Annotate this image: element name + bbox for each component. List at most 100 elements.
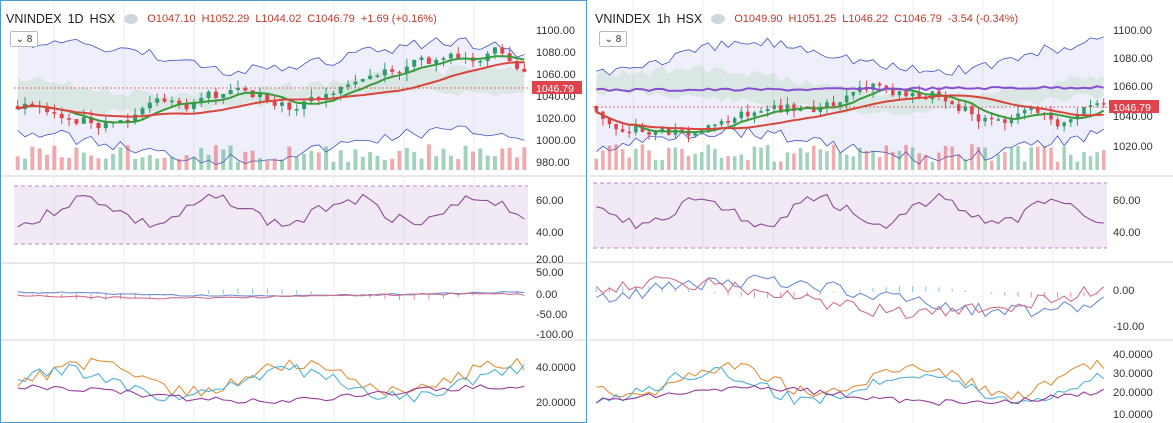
volume-bar: [338, 150, 343, 170]
moving-average-long: [596, 85, 1104, 93]
moving-average-fast: [595, 87, 1105, 134]
candle-body: [302, 101, 307, 110]
hourly-chart-canvas[interactable]: 1100.00 1080.00 1060.00 1040.00 1020.00 1046.…: [589, 0, 1173, 423]
macd-axis-tick: -50.00: [536, 309, 567, 321]
volume-bar: [772, 161, 776, 170]
volume-bar: [660, 160, 664, 170]
candle-body: [614, 124, 618, 130]
indicators-collapse-button[interactable]: ⌄ 8: [10, 31, 38, 47]
candle-body: [360, 79, 365, 82]
volume-bar: [812, 145, 816, 170]
daily-chart-header: VNINDEX 1D HSX O1047.10 H1052.29 L1044.0…: [6, 12, 437, 26]
candle-body: [390, 69, 395, 72]
volume-bar: [235, 161, 240, 170]
volume-bar: [404, 147, 409, 170]
macd-line: [596, 274, 1105, 318]
candle-body: [404, 66, 409, 74]
chart-panel-daily[interactable]: 1100.00 1080.00 1060.00 1040.00 1020.00 1000.…: [0, 0, 587, 423]
candle-body: [177, 100, 182, 105]
volume-bar: [140, 157, 145, 170]
volume-bar: [904, 145, 908, 170]
candle-body: [382, 69, 387, 76]
candle-body: [324, 94, 329, 100]
interval-label[interactable]: 1D: [67, 12, 84, 26]
volume-bar: [713, 148, 717, 170]
last-price-tag: [532, 81, 582, 94]
volume-bar: [607, 145, 612, 170]
volume-bar: [250, 150, 255, 170]
candle-body: [199, 97, 204, 104]
volume-bar: [680, 148, 684, 170]
volume-bar: [792, 153, 796, 170]
last-price-tag-label: 1046.79: [1113, 102, 1151, 114]
candle-body: [1075, 114, 1080, 120]
moving-average-fast: [17, 55, 525, 124]
candle-body: [831, 102, 836, 107]
rsi-axis-tick: 20.00: [536, 254, 564, 266]
bollinger-upper: [596, 36, 1104, 76]
visibility-eye-icon[interactable]: [711, 14, 726, 24]
candle-body: [680, 129, 684, 132]
interval-label[interactable]: 1h: [656, 12, 671, 26]
candle-body: [1003, 119, 1007, 124]
chart-panel-hourly[interactable]: 1100.00 1080.00 1060.00 1040.00 1020.00 1046.…: [589, 0, 1173, 423]
candle-body: [155, 98, 160, 103]
candle-body: [162, 98, 167, 102]
volume-bar: [265, 160, 270, 170]
volume-bar: [785, 152, 790, 170]
candle-body: [59, 113, 64, 119]
dmi-axis-tick: 10.0000: [1113, 409, 1153, 421]
candle-body: [904, 91, 908, 97]
volume-bar: [667, 147, 671, 170]
candle-body: [779, 105, 783, 113]
candle-body: [368, 75, 373, 80]
volume-bar: [331, 161, 336, 170]
price-axis-tick: 1060.00: [536, 69, 576, 81]
symbol-label[interactable]: VNINDEX: [595, 12, 651, 26]
bollinger-upper: [17, 37, 525, 76]
daily-chart-canvas[interactable]: 1100.001080.001060.001040.001020.001000.…: [0, 0, 587, 423]
volume-bar: [419, 158, 424, 170]
candle-body: [594, 106, 599, 112]
candle-body: [607, 118, 612, 125]
bollinger-lower: [17, 125, 525, 166]
candle-body: [375, 75, 380, 77]
dmi-axis-tick: 20.0000: [1113, 387, 1153, 399]
candle-body: [522, 68, 527, 72]
candle-body: [500, 47, 505, 54]
candle-body: [96, 123, 101, 129]
candle-body: [1029, 107, 1033, 110]
candle-body: [956, 104, 961, 111]
symbol-label[interactable]: VNINDEX: [6, 12, 62, 26]
candle-body: [752, 112, 757, 117]
ohlc-high: H1051.25: [788, 13, 837, 25]
candle-body: [257, 93, 262, 98]
volume-bar: [368, 151, 373, 170]
candle-body: [726, 120, 730, 123]
volume-bar: [871, 150, 875, 170]
candle-body: [353, 81, 358, 85]
volume-bar: [989, 160, 994, 170]
indicators-collapse-button[interactable]: ⌄ 8: [599, 31, 627, 47]
candle-body: [346, 84, 351, 87]
volume-bar: [67, 157, 72, 170]
visibility-eye-icon[interactable]: [124, 14, 139, 24]
volume-bar: [412, 152, 417, 170]
volume-bar: [746, 160, 750, 170]
volume-bar: [309, 150, 314, 170]
dmi-minus-line: [595, 367, 1105, 406]
candle-body: [1101, 103, 1106, 105]
macd-axis-tick: -10.00: [1113, 321, 1144, 333]
volume-bar: [765, 144, 770, 170]
ohlc-change: +1.69 (+0.16%): [360, 13, 437, 25]
volume-bar: [594, 158, 599, 170]
volume-bar: [620, 149, 625, 170]
candle-body: [1088, 105, 1093, 108]
volume-bar: [103, 158, 108, 170]
volume-bar: [294, 157, 299, 170]
volume-bar: [1069, 154, 1073, 170]
volume-bar: [976, 146, 981, 170]
volume-bar: [752, 146, 757, 170]
candle-body: [693, 133, 697, 136]
candle-body: [1009, 117, 1014, 124]
